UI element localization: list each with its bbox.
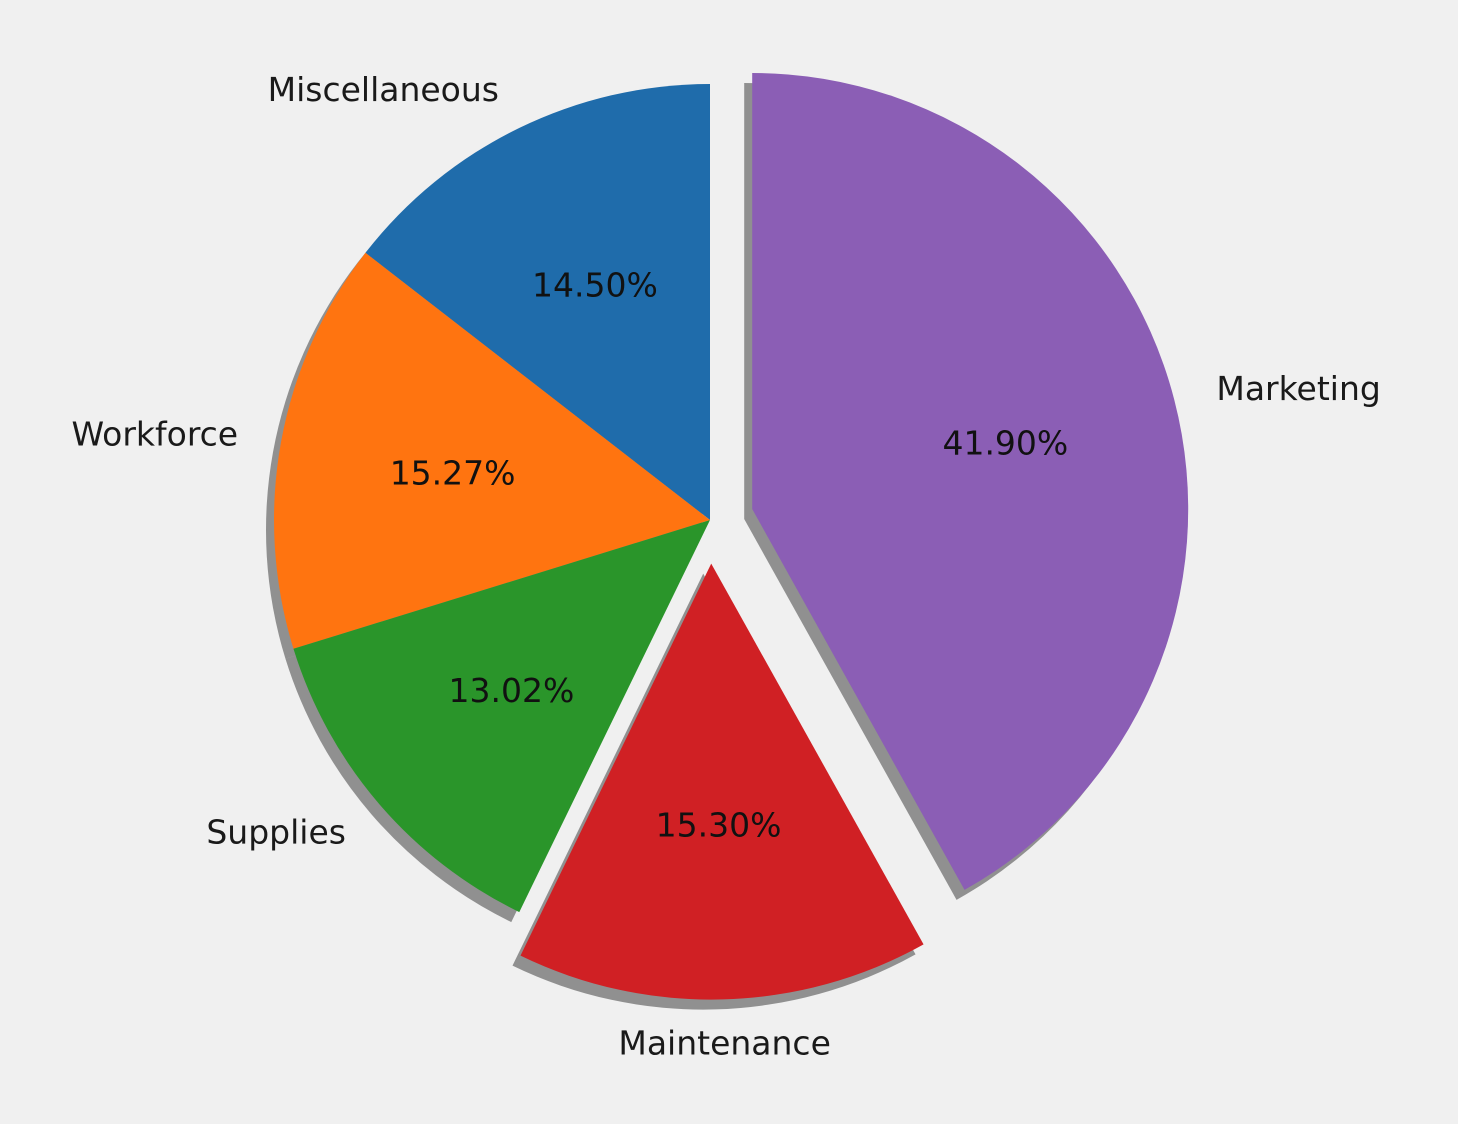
slice-miscellaneous <box>365 84 710 520</box>
percent-label-miscellaneous: 14.50% <box>532 266 658 305</box>
category-label-miscellaneous: Miscellaneous <box>268 70 499 109</box>
category-label-supplies: Supplies <box>206 813 346 852</box>
slice-workforce <box>273 252 710 649</box>
slice-marketing <box>752 73 1189 890</box>
slices <box>273 73 1189 1000</box>
category-label-maintenance: Maintenance <box>618 1023 831 1062</box>
category-label-marketing: Marketing <box>1216 369 1380 408</box>
slice-maintenance <box>520 563 924 1000</box>
percent-label-marketing: 41.90% <box>942 424 1068 463</box>
percent-label-supplies: 13.02% <box>449 671 575 710</box>
slice-supplies <box>293 520 710 913</box>
category-label-workforce: Workforce <box>71 415 238 454</box>
percent-labels: 14.50% 15.27% 13.02% 15.30% 41.90% <box>390 266 1069 845</box>
percent-label-workforce: 15.27% <box>390 454 516 493</box>
category-labels: Miscellaneous Workforce Supplies Maintenanc… <box>71 70 1380 1063</box>
percent-label-maintenance: 15.30% <box>656 806 782 845</box>
